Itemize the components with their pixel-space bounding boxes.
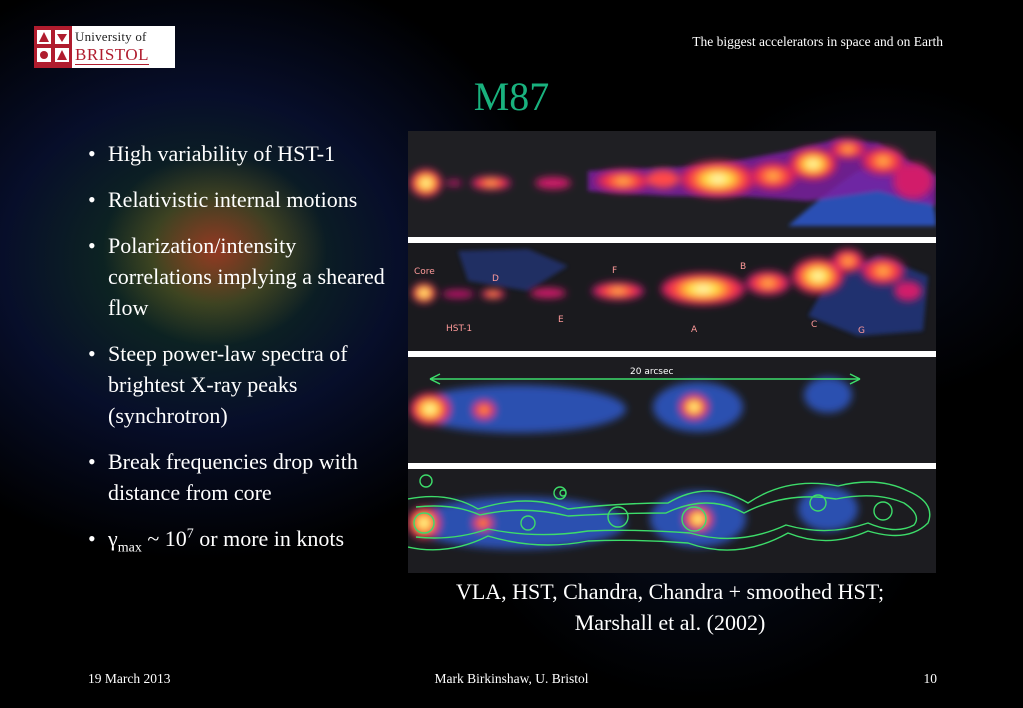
bullet-list: High variability of HST-1 Relativistic i… xyxy=(88,138,393,569)
label-hst1: HST-1 xyxy=(446,324,472,334)
label-d: D xyxy=(492,274,499,284)
label-g: G xyxy=(858,326,865,336)
jet-panels: Core D F B HST-1 E A C G 20 arcsec xyxy=(408,131,936,573)
panel-divider xyxy=(408,237,936,243)
label-e: E xyxy=(558,315,564,325)
bullet-item-gamma: γmax ~ 107 or more in knots xyxy=(88,523,393,556)
gamma-subscript: max xyxy=(117,540,142,556)
caption-line-2: Marshall et al. (2002) xyxy=(574,610,766,635)
bristol-crest-icon xyxy=(34,26,72,68)
bullet-item: Break frequencies drop with distance fro… xyxy=(88,446,393,508)
caption-line-1: VLA, HST, Chandra, Chandra + smoothed HS… xyxy=(455,579,885,604)
gamma-tail: or more in knots xyxy=(193,526,345,551)
label-c: C xyxy=(811,320,817,330)
bullet-item: Relativistic internal motions xyxy=(88,184,393,215)
contour-lines xyxy=(408,474,931,551)
panel-chandra-hst xyxy=(408,469,936,573)
panel-chandra: 20 arcsec xyxy=(408,357,936,463)
running-title: The biggest accelerators in space and on… xyxy=(692,34,943,49)
label-core: Core xyxy=(414,267,435,277)
panel-vla xyxy=(408,131,936,237)
slide-title: M87 xyxy=(473,74,550,119)
university-logo: University of BRISTOL xyxy=(34,26,175,68)
panel-divider xyxy=(408,351,936,357)
panel-divider xyxy=(408,463,936,469)
logo-line-2: BRISTOL xyxy=(75,44,150,65)
footer-author: Mark Birkinshaw, U. Bristol xyxy=(434,671,589,686)
label-a: A xyxy=(691,325,698,335)
gamma-exponent: 7 xyxy=(186,526,194,542)
bullet-item: High variability of HST-1 xyxy=(88,138,393,169)
footer-date: 19 March 2013 xyxy=(88,671,171,686)
gamma-symbol: γ xyxy=(108,526,118,551)
page-number: 10 xyxy=(923,671,938,686)
bullet-item: Polarization/intensity correlations impl… xyxy=(88,230,393,323)
bullet-item: Steep power-law spectra of brightest X-r… xyxy=(88,338,393,431)
logo-line-1: University of xyxy=(75,28,147,44)
gamma-middle: ~ 10 xyxy=(141,526,187,551)
figure-caption: VLA, HST, Chandra, Chandra + smoothed HS… xyxy=(400,576,940,638)
label-b: B xyxy=(740,262,746,272)
label-f: F xyxy=(612,266,617,276)
scale-label: 20 arcsec xyxy=(630,367,674,377)
panel-hst: Core D F B HST-1 E A C G xyxy=(408,243,936,351)
m87-jet-figure: Core D F B HST-1 E A C G 20 arcsec xyxy=(408,131,936,573)
scale-arrowheads xyxy=(429,373,861,385)
